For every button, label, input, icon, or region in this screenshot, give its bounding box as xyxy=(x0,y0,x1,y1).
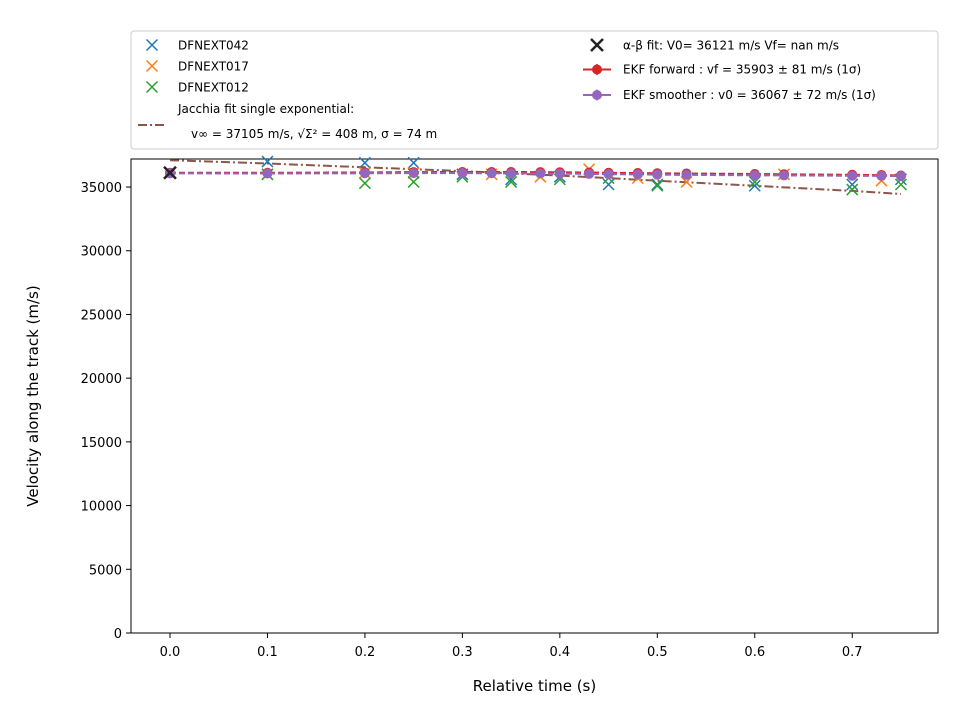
x-axis-title: Relative time (s) xyxy=(473,677,596,695)
y-tick-label: 30000 xyxy=(81,245,122,260)
x-tick-label: 0.1 xyxy=(257,645,278,660)
legend-marker-dfnext012 xyxy=(145,80,159,94)
y-tick-label: 0 xyxy=(114,627,122,642)
data-point xyxy=(535,168,546,179)
data-point xyxy=(749,170,760,181)
series-jacchia-fit-single-exponential xyxy=(169,159,902,195)
x-tick-label: 0.0 xyxy=(160,645,181,660)
x-tick-label: 0.3 xyxy=(452,645,473,660)
data-point xyxy=(895,171,906,182)
legend-label-ekf-smoother: EKF smoother : v0 = 36067 ± 72 m/s (1σ) xyxy=(623,88,876,102)
data-point xyxy=(876,170,887,181)
data-point xyxy=(407,156,420,169)
data-point xyxy=(846,183,859,196)
x-tick-label: 0.5 xyxy=(647,645,668,660)
y-axis-title: Velocity along the track (m/s) xyxy=(24,285,42,506)
data-point xyxy=(847,170,858,181)
data-point xyxy=(262,168,273,179)
data-point xyxy=(779,170,790,181)
series-line xyxy=(169,159,902,195)
x-tick-label: 0.6 xyxy=(744,645,765,660)
data-point xyxy=(261,155,274,168)
legend-entry-dfnext042: DFNEXT042 xyxy=(145,38,249,53)
y-axis-ticks: 0 5000 10000 15000 20000 25000 30000 35000 xyxy=(81,181,131,642)
data-point xyxy=(554,168,565,179)
data-point xyxy=(506,168,517,179)
legend-marker-dfnext017 xyxy=(145,59,159,73)
legend-entry-ekf-smoother: EKF smoother : v0 = 36067 ± 72 m/s (1σ) xyxy=(583,88,876,102)
x-tick-label: 0.2 xyxy=(355,645,376,660)
legend: DFNEXT042 DFNEXT017 DFNEXT012 Jacchia fi… xyxy=(130,30,939,150)
data-point xyxy=(358,177,371,190)
legend-marker-ekf-smoother xyxy=(592,90,602,100)
x-axis-ticks: 0.0 0.1 0.2 0.3 0.4 0.5 0.6 0.7 xyxy=(160,633,863,660)
legend-entry-dfnext012: DFNEXT012 xyxy=(145,80,249,95)
data-point xyxy=(584,168,595,179)
plot-area xyxy=(130,158,939,634)
data-point xyxy=(163,165,177,180)
series-ekf-smoother-v0-36067-72-m-s-1 xyxy=(164,168,906,182)
data-point xyxy=(651,179,664,192)
data-point xyxy=(457,168,468,179)
legend-marker-alpha-beta-fit xyxy=(590,38,604,52)
legend-marker-dfnext042 xyxy=(145,38,159,52)
data-point xyxy=(681,169,692,180)
y-tick-label: 20000 xyxy=(81,372,122,387)
data-point xyxy=(358,156,371,169)
data-point xyxy=(359,168,370,179)
legend-entry-jacchia-fit: Jacchia fit single exponential: v∞ = 371… xyxy=(138,102,437,141)
data-point xyxy=(632,169,643,180)
legend-label-dfnext017: DFNEXT017 xyxy=(178,60,249,74)
legend-label-jacchia-line1: Jacchia fit single exponential: xyxy=(177,102,354,116)
y-tick-label: 25000 xyxy=(81,308,122,323)
data-point xyxy=(407,175,420,188)
legend-entry-ekf-forward: EKF forward : vf = 35903 ± 81 m/s (1σ) xyxy=(583,63,861,77)
data-point xyxy=(603,169,614,180)
legend-label-jacchia-line2: v∞ = 37105 m/s, √Σ² = 408 m, σ = 74 m xyxy=(191,127,437,141)
data-point xyxy=(408,168,419,179)
data-point xyxy=(894,178,907,191)
legend-label-dfnext042: DFNEXT042 xyxy=(178,39,249,53)
y-tick-label: 15000 xyxy=(81,436,122,451)
y-tick-label: 35000 xyxy=(81,181,122,196)
series-layer xyxy=(163,155,907,196)
data-point xyxy=(748,179,761,192)
data-point xyxy=(652,169,663,180)
legend-entry-dfnext017: DFNEXT017 xyxy=(145,59,249,74)
data-point xyxy=(486,168,497,179)
data-point xyxy=(505,175,518,188)
x-tick-label: 0.7 xyxy=(842,645,863,660)
series-fit-v0-36121-m-s-vf-nan-m-s xyxy=(163,165,177,180)
y-tick-label: 5000 xyxy=(89,563,122,578)
legend-entry-alpha-beta-fit: α-β fit: V0= 36121 m/s Vf= nan m/s xyxy=(590,38,839,53)
legend-label-dfnext012: DFNEXT012 xyxy=(178,81,249,95)
y-tick-label: 10000 xyxy=(81,500,122,515)
legend-label-ekf-forward: EKF forward : vf = 35903 ± 81 m/s (1σ) xyxy=(623,63,861,77)
legend-label-alpha-beta-fit: α-β fit: V0= 36121 m/s Vf= nan m/s xyxy=(623,39,839,53)
data-point xyxy=(846,178,859,191)
x-tick-label: 0.4 xyxy=(549,645,570,660)
legend-box xyxy=(130,30,939,150)
legend-marker-ekf-forward xyxy=(592,64,602,75)
data-point xyxy=(651,178,664,191)
